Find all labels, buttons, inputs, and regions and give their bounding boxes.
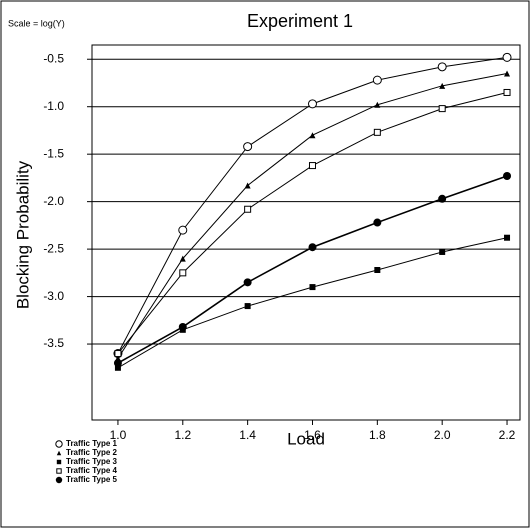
- marker: [374, 267, 381, 273]
- marker: [113, 359, 122, 368]
- marker: [308, 243, 317, 252]
- marker: [114, 350, 122, 358]
- marker: [438, 194, 447, 203]
- y-tick-label: -2.0: [43, 194, 64, 208]
- marker: [244, 303, 251, 310]
- marker: [244, 182, 251, 189]
- marker: [502, 52, 512, 62]
- x-tick-label: 2.0: [434, 428, 451, 442]
- x-tick-label: 1.4: [239, 428, 256, 442]
- marker: [179, 269, 187, 277]
- y-tick-label: -2.5: [43, 241, 64, 255]
- y-tick-label: -3.0: [43, 289, 64, 303]
- marker: [373, 128, 381, 136]
- marker: [178, 225, 188, 235]
- marker: [307, 99, 317, 109]
- marker: [372, 75, 382, 85]
- marker: [373, 218, 382, 227]
- x-tick-label: 2.2: [499, 428, 516, 442]
- legend-label: Traffic Type 2: [66, 448, 118, 457]
- marker: [243, 278, 252, 287]
- marker: [504, 70, 511, 77]
- marker: [438, 105, 446, 113]
- marker: [56, 459, 62, 465]
- marker: [244, 205, 252, 213]
- x-axis-label: Load: [287, 429, 325, 448]
- marker: [178, 322, 187, 331]
- marker: [437, 62, 447, 72]
- marker: [503, 88, 511, 96]
- marker: [114, 364, 121, 371]
- marker: [439, 248, 446, 255]
- marker: [439, 82, 446, 89]
- legend-label: Traffic Type 4: [66, 466, 118, 475]
- x-tick-label: 1.2: [174, 428, 191, 442]
- x-tick-label: 1.6: [304, 428, 321, 442]
- marker: [55, 476, 63, 484]
- series-line: [117, 237, 508, 369]
- marker: [179, 255, 186, 262]
- marker: [503, 172, 512, 181]
- y-tick-label: -3.5: [43, 336, 64, 350]
- x-tick-label: 1.0: [110, 428, 127, 442]
- legend-label: Traffic Type 1: [66, 439, 118, 448]
- marker: [504, 234, 511, 241]
- legend-label: Traffic Type 3: [66, 457, 118, 466]
- marker: [56, 450, 62, 456]
- y-tick-label: -0.5: [43, 51, 64, 65]
- y-axis-label: Blocking Probability: [13, 160, 32, 309]
- annotation: Scale = log(Y): [8, 18, 65, 28]
- series-line: [117, 72, 508, 359]
- marker: [308, 162, 316, 170]
- marker: [56, 468, 62, 474]
- series-line: [117, 175, 508, 364]
- marker: [243, 142, 253, 152]
- series-line: [117, 91, 508, 354]
- plot-frame: [91, 44, 521, 421]
- legend-label: Traffic Type 5: [66, 475, 118, 484]
- marker: [309, 284, 316, 291]
- chart-title: Experiment 1: [247, 11, 353, 31]
- marker: [374, 101, 381, 108]
- y-tick-label: -1.0: [43, 99, 64, 113]
- marker: [309, 132, 316, 139]
- y-tick-label: -1.5: [43, 146, 64, 160]
- marker: [55, 440, 63, 448]
- x-tick-label: 1.8: [369, 428, 386, 442]
